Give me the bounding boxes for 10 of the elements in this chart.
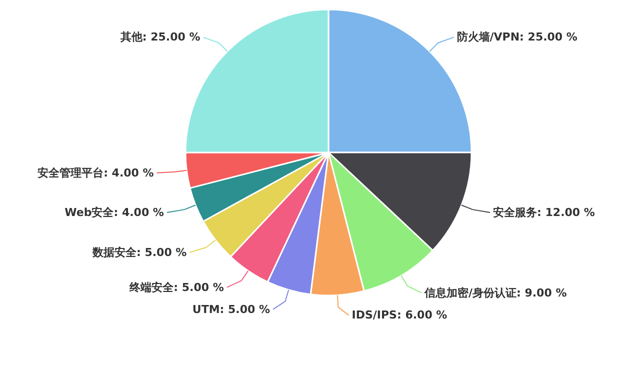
slice-label: 其他: 25.00 % (119, 30, 200, 44)
slice-label: 终端安全: 5.00 % (128, 280, 224, 294)
slice-label: 信息加密/身份认证: 9.00 % (423, 286, 567, 300)
slice-label: 数据安全: 5.00 % (91, 246, 187, 259)
slice-label: 防火墙/VPN: 25.00 % (456, 30, 578, 44)
slice-label: 安全服务: 12.00 % (493, 206, 595, 220)
slice-label: Web安全: 4.00 % (64, 206, 164, 220)
slice-label: IDS/IPS: 6.00 % (352, 308, 448, 322)
slice-label: 安全管理平台: 4.00 % (38, 166, 154, 180)
slice-label: UTM: 5.00 % (192, 302, 270, 316)
